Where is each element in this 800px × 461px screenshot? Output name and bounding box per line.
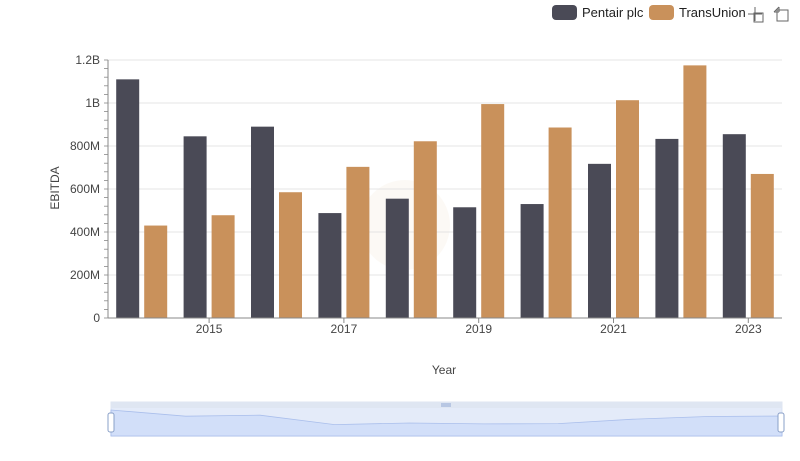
- y-tick-label: 1.2B: [75, 53, 100, 67]
- bar-pentair-plc-2022[interactable]: [655, 138, 679, 318]
- bar-pentair-plc-2023[interactable]: [722, 134, 746, 318]
- bar-transunion-2017[interactable]: [346, 166, 370, 318]
- x-tick-label: 2017: [331, 322, 358, 336]
- bar-transunion-2023[interactable]: [750, 173, 774, 318]
- slider-handle-left[interactable]: [107, 412, 115, 433]
- bar-transunion-2016[interactable]: [279, 192, 302, 318]
- bar-pentair-plc-2019[interactable]: [453, 207, 477, 318]
- legend-swatch: [552, 5, 577, 20]
- gridlines: [108, 59, 782, 319]
- reset-zoom-icon[interactable]: [773, 6, 789, 22]
- slider-drag-grip[interactable]: [441, 403, 451, 407]
- bars: [116, 65, 774, 319]
- bar-pentair-plc-2014[interactable]: [116, 79, 140, 318]
- bar-transunion-2021[interactable]: [616, 100, 639, 318]
- y-axis-title: EBITDA: [48, 166, 62, 209]
- legend: Pentair plc TransUnion: [552, 5, 746, 20]
- x-tick-label: 2021: [600, 322, 627, 336]
- legend-label: TransUnion: [679, 5, 746, 20]
- bar-transunion-2019[interactable]: [481, 104, 505, 318]
- x-tick-label: 2023: [735, 322, 762, 336]
- bar-pentair-plc-2017[interactable]: [318, 213, 342, 318]
- bar-pentair-plc-2020[interactable]: [520, 204, 544, 318]
- legend-label: Pentair plc: [582, 5, 644, 20]
- legend-item[interactable]: Pentair plc: [552, 5, 644, 20]
- y-tick-label: 800M: [70, 139, 100, 153]
- y-tick-label: 200M: [70, 268, 100, 282]
- bar-transunion-2020[interactable]: [548, 127, 572, 318]
- bar-pentair-plc-2016[interactable]: [251, 126, 274, 319]
- bar-pentair-plc-2015[interactable]: [183, 136, 207, 318]
- x-axis-title: Year: [432, 363, 456, 377]
- x-tick-label: 2015: [196, 322, 223, 336]
- legend-swatch: [649, 5, 674, 20]
- bar-pentair-plc-2018[interactable]: [385, 198, 409, 318]
- bar-transunion-2014[interactable]: [144, 225, 168, 318]
- legend-item[interactable]: TransUnion: [649, 5, 746, 20]
- x-axis: 2015 2017 2019 2021 2023: [108, 317, 782, 336]
- bar-pentair-plc-2021[interactable]: [588, 163, 611, 318]
- data-zoom-slider[interactable]: [107, 401, 785, 437]
- slider-handle-right[interactable]: [777, 412, 785, 433]
- zoom-icon[interactable]: [748, 7, 764, 23]
- y-tick-label: 0: [93, 311, 100, 325]
- x-tick-label: 2019: [465, 322, 492, 336]
- bar-transunion-2015[interactable]: [211, 215, 235, 318]
- y-axis: 0 200M 400M 600M 800M 1B 1.2B: [70, 53, 109, 325]
- bar-transunion-2018[interactable]: [413, 141, 437, 318]
- y-tick-label: 400M: [70, 225, 100, 239]
- y-tick-label: 1B: [85, 96, 100, 110]
- bar-transunion-2022[interactable]: [683, 65, 707, 318]
- y-tick-label: 600M: [70, 182, 100, 196]
